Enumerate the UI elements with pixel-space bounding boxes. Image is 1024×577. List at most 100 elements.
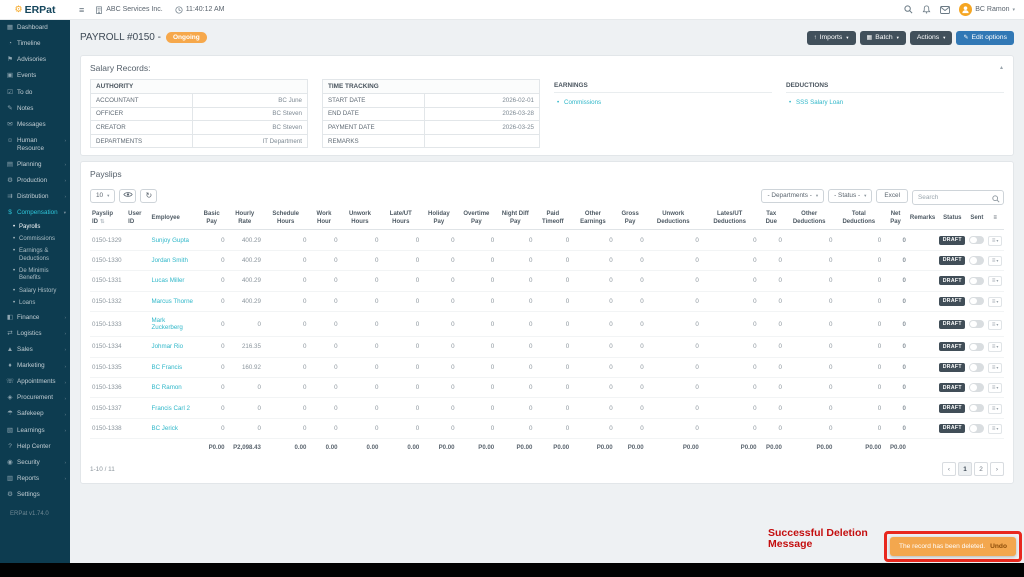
employee-link[interactable]: BC Jerick [151, 424, 178, 432]
row-menu-button[interactable]: ≡ [988, 342, 1002, 353]
sent-toggle[interactable] [969, 296, 985, 306]
employee-link[interactable]: BC Francis [151, 363, 183, 371]
main-content: PAYROLL #0150 - Ongoing ↑ Imports ▦ Batc… [70, 20, 1024, 563]
departments-filter-select[interactable]: - Departments - [761, 188, 825, 204]
record-list-item[interactable]: Commissions [554, 96, 772, 108]
value-cell: 0 [308, 397, 340, 419]
column-header-payslip-id[interactable]: Payslip ID ⇅ [90, 208, 127, 231]
sidebar-item-label: Help Center [17, 442, 51, 450]
batch-button[interactable]: ▦ Batch [859, 30, 906, 45]
row-menu-button[interactable]: ≡ [988, 255, 1002, 266]
sidebar-item-appointments[interactable]: ☏ Appointments › [0, 374, 70, 390]
employee-link[interactable]: BC Ramon [151, 384, 182, 392]
row-menu-button[interactable]: ≡ [988, 403, 1002, 414]
actions-button-label: Actions [916, 34, 940, 41]
sidebar-item-reports[interactable]: ▥ Reports › [0, 471, 70, 487]
row-menu-button[interactable]: ≡ [988, 383, 1002, 394]
collapse-icon[interactable]: ▴ [999, 65, 1003, 71]
sidebar-item-help-center[interactable]: ? Help Center [0, 439, 70, 455]
sidebar-item-human-resource[interactable]: ☺ Human Resource › [0, 133, 70, 157]
sidebar-item-sales[interactable]: ▲ Sales › [0, 342, 70, 358]
sidebar-item-notes[interactable]: ✎ Notes [0, 101, 70, 117]
mail-icon[interactable] [940, 5, 951, 14]
sidebar-toggle-icon[interactable]: ≡ [79, 4, 85, 15]
record-list-item[interactable]: SSS Salary Loan [786, 96, 1004, 108]
employee-link[interactable]: Francis Carl 2 [151, 404, 190, 412]
actions-button[interactable]: Actions [909, 30, 953, 45]
row-menu-button[interactable]: ≡ [988, 235, 1002, 246]
user-menu[interactable]: BC Ramon [959, 3, 1015, 16]
sidebar-item-security[interactable]: ◉ Security › [0, 455, 70, 471]
sidebar-item-learnings[interactable]: ▧ Learnings › [0, 423, 70, 439]
sidebar-subitem-commissions[interactable]: Commissions [0, 233, 70, 245]
excel-export-button[interactable]: Excel [876, 188, 908, 204]
pagination-page-1[interactable]: 1 [958, 462, 972, 477]
search-input[interactable] [912, 190, 1004, 206]
sidebar-subitem-salary-history[interactable]: Salary History [0, 285, 70, 297]
row-menu-button[interactable]: ≡ [988, 319, 1002, 330]
value-cell: 0 [339, 291, 381, 312]
page-size-select[interactable]: 10 [90, 188, 116, 204]
employee-link[interactable]: Lucas Miller [151, 277, 185, 285]
bell-icon[interactable] [922, 5, 931, 14]
sidebar-item-marketing[interactable]: ♦ Marketing › [0, 358, 70, 374]
sent-toggle[interactable] [969, 403, 985, 413]
value-cell: 0 [783, 377, 835, 399]
sidebar-item-to-do[interactable]: ☑ To do [0, 85, 70, 101]
status-filter-select[interactable]: - Status - [828, 188, 873, 204]
row-menu-button[interactable]: ≡ [988, 276, 1002, 287]
sidebar-item-messages[interactable]: ✉ Messages [0, 117, 70, 133]
totals-spacer [149, 438, 197, 457]
value-cell: 0 [496, 377, 535, 399]
sidebar-subitem-loans[interactable]: Loans [0, 297, 70, 309]
sidebar-item-compensation[interactable]: $ Compensation ▾ [0, 205, 70, 221]
row-menu-button[interactable]: ≡ [988, 296, 1002, 307]
sent-toggle[interactable] [969, 363, 985, 372]
pagination-next[interactable]: › [990, 462, 1004, 477]
sidebar-item-timeline[interactable]: ◔ Timeline [0, 36, 70, 52]
sidebar-subitem-payrolls[interactable]: Payrolls [0, 221, 70, 233]
pagination-page-2[interactable]: 2 [974, 462, 988, 477]
toast-undo-link[interactable]: Undo [990, 543, 1007, 550]
sent-toggle[interactable] [969, 276, 985, 286]
sidebar-item-planning[interactable]: ▤ Planning › [0, 157, 70, 173]
sent-toggle[interactable] [969, 256, 985, 265]
sent-toggle[interactable] [969, 424, 985, 433]
sidebar-item-settings[interactable]: ⚙ Settings [0, 487, 70, 503]
sidebar-item-events[interactable]: ▣ Events [0, 68, 70, 84]
edit-options-button[interactable]: ✎ Edit options [956, 30, 1014, 45]
pagination-prev[interactable]: ‹ [942, 462, 956, 477]
sidebar-item-production[interactable]: ⚙ Production › [0, 173, 70, 189]
sidebar-item-logistics[interactable]: ⇄ Logistics › [0, 326, 70, 342]
settings-icon: ⚙ [7, 491, 13, 499]
sidebar-subitem-de-minimis-benefits[interactable]: De Minimis Benefits [0, 265, 70, 285]
column-header-late-ut-hours: Late/UT Hours [380, 208, 422, 231]
app-logo[interactable]: ⚙ ERPat [0, 4, 70, 16]
sidebar-subitem-earnings-deductions[interactable]: Earnings & Deductions [0, 246, 70, 266]
employee-link[interactable]: Mark Zuckerberg [151, 317, 183, 332]
employee-link[interactable]: Sunjoy Gupta [151, 236, 189, 244]
sidebar-item-procurement[interactable]: ◈ Procurement › [0, 390, 70, 406]
employee-link[interactable]: Marcus Thorne [151, 297, 193, 305]
employee-link[interactable]: Jordan Smith [151, 256, 188, 264]
sent-toggle[interactable] [969, 342, 985, 352]
value-cell: 0 [571, 377, 615, 399]
search-icon[interactable] [904, 5, 913, 14]
row-menu-button[interactable]: ≡ [988, 362, 1002, 373]
column-visibility-button[interactable] [119, 188, 137, 203]
imports-button[interactable]: ↑ Imports [806, 30, 856, 45]
sidebar-item-safekeep[interactable]: ☂ Safekeep › [0, 406, 70, 422]
employee-link[interactable]: Johmar Rio [151, 343, 184, 351]
sidebar-item-finance[interactable]: ◧ Finance › [0, 310, 70, 326]
company-selector[interactable]: ABC Services Inc. [95, 5, 163, 14]
value-cell: 0 [496, 418, 535, 440]
sent-toggle[interactable] [969, 383, 985, 392]
row-menu-button[interactable]: ≡ [988, 423, 1002, 434]
sidebar-item-distribution[interactable]: ⇉ Distribution › [0, 189, 70, 205]
sent-toggle[interactable] [969, 319, 985, 329]
sidebar-item-advisories[interactable]: ⚑ Advisories [0, 52, 70, 68]
refresh-button[interactable]: ↻ [140, 188, 158, 203]
payslips-footer: 1-10 / 11 ‹ 1 2 › [90, 462, 1004, 477]
sent-toggle[interactable] [969, 235, 985, 245]
sidebar-item-dashboard[interactable]: ▦ Dashboard [0, 20, 70, 36]
